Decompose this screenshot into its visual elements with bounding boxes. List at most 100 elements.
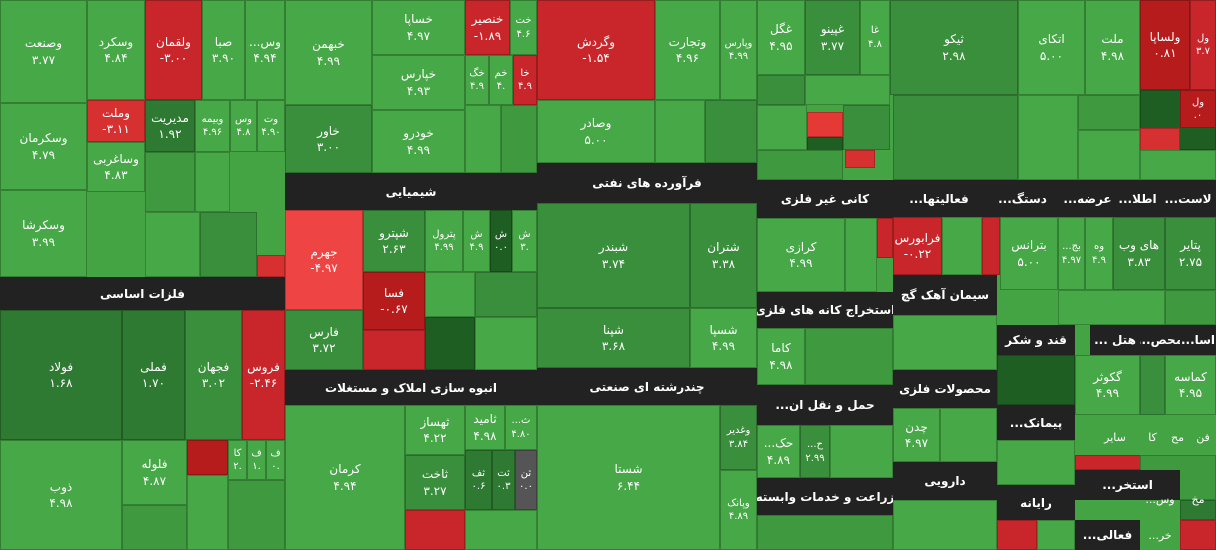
stock-tile[interactable]: وسکرد ۴.۸۴ [87, 0, 145, 100]
stock-tile[interactable]: فملی ۱.۷۰ [122, 310, 185, 440]
stock-tile[interactable]: ش ۴.۹ [463, 210, 490, 272]
stock-tile[interactable]: وه ۴.۹ [1085, 217, 1113, 290]
stock-tile[interactable]: وساغربی ۴.۸۳ [87, 142, 145, 192]
stock-tile[interactable]: خاور ۳.۰۰ [285, 105, 372, 173]
change-percent: ۴.۹۷ [904, 436, 929, 450]
symbol: کرمان [329, 462, 361, 477]
stock-tile[interactable]: ولقمان -۳.۰۰ [145, 0, 202, 100]
stock-tile[interactable]: فجهان ۳.۰۲ [185, 310, 242, 440]
change-percent: ۴.۹۹ [316, 53, 341, 68]
stock-tile[interactable]: ف ۱. [247, 440, 266, 480]
stock-tile[interactable]: وگردش -۱.۵۴ [537, 0, 655, 100]
stock-tile[interactable]: فولاد ۱.۶۸ [0, 310, 122, 440]
stock-tile[interactable]: کرازی ۴.۹۹ [757, 218, 845, 292]
stock-tile[interactable]: ش ۰.۰ [490, 210, 512, 272]
stock-tile[interactable]: فلوله ۴.۸۷ [122, 440, 187, 505]
change-percent: ۴.۹۰ [261, 127, 281, 138]
stock-tile[interactable]: مدیریت ۱.۹۲ [145, 100, 195, 152]
stock-tile[interactable]: وبیمه ۴.۹۶ [195, 100, 230, 152]
stock-tile[interactable]: کا ۲. [228, 440, 247, 480]
stock-tile[interactable]: بج... ۴.۹۷ [1058, 217, 1085, 290]
stock-tile[interactable]: کماسه ۴.۹۵ [1165, 355, 1216, 415]
stock-tile[interactable]: ثامید ۴.۹۸ [465, 405, 505, 450]
symbol: وصادر [580, 116, 612, 131]
stock-tile[interactable]: خپارس ۴.۹۳ [372, 55, 465, 110]
change-percent: -۲.۴۶ [249, 376, 278, 390]
stock-tile[interactable]: ملت ۴.۹۸ [1085, 0, 1140, 95]
stock-tile[interactable]: کاما ۴.۹۸ [757, 328, 805, 385]
stock-tile[interactable]: وس... ۴.۹۴ [245, 0, 285, 100]
stock-tile[interactable]: وس ۴.۸ [230, 100, 257, 152]
stock-tile[interactable]: بترانس ۵.۰۰ [1000, 217, 1058, 290]
change-percent: ۴.۹۹ [1095, 386, 1120, 400]
filler-tile [843, 105, 890, 150]
sector-header: کانی غیر فلزی [757, 180, 893, 218]
stock-tile[interactable]: ثیکو ۲.۹۸ [890, 0, 1018, 95]
stock-tile[interactable]: ف ۰. [266, 440, 285, 480]
stock-tile[interactable]: وغدیر ۳.۸۴ [720, 405, 757, 470]
stock-tile[interactable]: ثت ۰.۳ [492, 450, 515, 510]
stock-tile[interactable]: کرمان ۴.۹۴ [285, 405, 405, 550]
stock-tile[interactable]: خبهمن ۴.۹۹ [285, 0, 372, 105]
stock-tile[interactable]: شپنا ۳.۶۸ [537, 308, 690, 368]
stock-tile[interactable]: وملت -۳.۱۱ [87, 100, 145, 142]
stock-tile[interactable]: صبا ۳.۹۰ [202, 0, 245, 100]
stock-tile[interactable]: ثاخت ۳.۲۷ [405, 455, 465, 510]
stock-tile[interactable]: ثف ۰.۶ [465, 450, 492, 510]
stock-tile[interactable]: وتجارت ۴.۹۶ [655, 0, 720, 100]
stock-tile[interactable]: ولساپا ۰.۸۱ [1140, 0, 1190, 90]
stock-tile[interactable]: خساپا ۴.۹۷ [372, 0, 465, 55]
stock-tile[interactable]: حک... ۴.۸۹ [757, 425, 800, 478]
stock-tile[interactable]: غگل ۴.۹۵ [757, 0, 805, 75]
stock-tile[interactable]: فرابورس -۰.۲۲ [893, 217, 942, 275]
stock-tile[interactable]: وصادر ۵.۰۰ [537, 100, 655, 163]
stock-tile[interactable]: های وب ۳.۸۳ [1113, 217, 1165, 290]
stock-tile[interactable]: شسپا ۴.۹۹ [690, 308, 757, 368]
sector-header: فرآورده های نفتی [537, 163, 757, 203]
stock-tile[interactable]: خنصیر -۱.۸۹ [465, 0, 510, 55]
stock-tile[interactable]: شستا ۶.۴۴ [537, 405, 720, 550]
stock-tile[interactable]: ح... ۲.۹۹ [800, 425, 830, 478]
stock-tile[interactable]: ش ۳. [512, 210, 537, 272]
stock-tile[interactable]: غا ۴.۸ [860, 0, 890, 75]
stock-tile[interactable]: وسکرمان ۴.۷۹ [0, 103, 87, 190]
stock-tile[interactable]: ذوب ۴.۹۸ [0, 440, 122, 550]
stock-tile[interactable]: شتران ۳.۳۸ [690, 203, 757, 308]
stock-tile[interactable]: خگ ۴.۹ [465, 55, 489, 105]
filler-tile [757, 150, 843, 180]
stock-tile[interactable]: غپینو ۳.۷۷ [805, 0, 860, 75]
symbol: ول [1191, 96, 1205, 108]
stock-tile[interactable]: ول ۳.۷ [1190, 0, 1216, 90]
stock-tile[interactable]: شپترو ۲.۶۳ [363, 210, 425, 272]
stock-tile[interactable]: فروس -۲.۴۶ [242, 310, 285, 440]
stock-tile[interactable]: پتایر ۲.۷۵ [1165, 217, 1216, 290]
filler-tile [997, 520, 1037, 550]
stock-tile[interactable]: فارس ۳.۷۲ [285, 310, 363, 370]
change-percent: ۶.۴۴ [616, 478, 641, 493]
stock-tile[interactable]: ول .۰ [1180, 90, 1216, 128]
stock-tile[interactable]: ث... ۴.۸۰ [505, 405, 537, 450]
stock-tile[interactable]: ثن ۰.۰ [515, 450, 537, 510]
change-percent: ۴.۹۹ [728, 51, 749, 62]
stock-tile[interactable]: وسکرشا ۳.۹۹ [0, 190, 87, 277]
stock-tile[interactable]: گکوثر ۴.۹۹ [1075, 355, 1140, 415]
stock-tile[interactable]: فسا -۰.۶۷ [363, 272, 425, 330]
stock-tile[interactable]: پترول ۴.۹۹ [425, 210, 463, 272]
stock-tile[interactable]: چدن ۴.۹۷ [893, 408, 940, 462]
stock-tile[interactable]: شبندر ۳.۷۴ [537, 203, 690, 308]
stock-tile[interactable]: خا ۴.۹ [513, 55, 537, 105]
stock-tile[interactable]: وپارس ۴.۹۹ [720, 0, 757, 100]
stock-tile[interactable]: وت ۴.۹۰ [257, 100, 285, 152]
stock-tile[interactable]: خت ۴.۶ [510, 0, 537, 55]
symbol: خاور [317, 123, 340, 138]
stock-tile[interactable]: اتکای ۵.۰۰ [1018, 0, 1085, 95]
stock-tile[interactable]: ثهساز ۴.۲۲ [405, 405, 465, 455]
filler-tile [501, 105, 537, 173]
change-percent: ۳.۰۲ [201, 376, 226, 390]
stock-tile[interactable]: وپانک ۴.۸۹ [720, 470, 757, 550]
change-percent: ۴.۹۹ [434, 242, 454, 253]
stock-tile[interactable]: جهرم -۴.۹۷ [285, 210, 363, 310]
stock-tile[interactable]: خودرو ۴.۹۹ [372, 110, 465, 173]
stock-tile[interactable]: خم ۴. [489, 55, 513, 105]
stock-tile[interactable]: وصنعت ۳.۷۷ [0, 0, 87, 103]
